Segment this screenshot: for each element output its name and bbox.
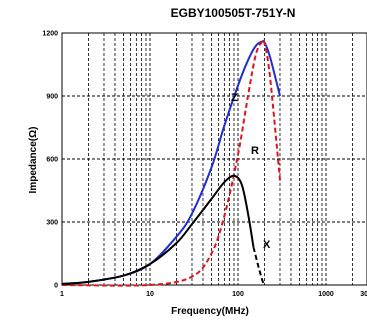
x-tick-label: 3000: [360, 291, 367, 298]
x-tick-label: 1: [60, 291, 64, 298]
plot-frame: [61, 32, 367, 286]
curve-label-z: Z: [231, 92, 238, 104]
y-tick-label: 900: [46, 94, 58, 101]
chart-title: EGBY100505T-751Y-N: [171, 6, 296, 20]
y-tick-label: 600: [46, 157, 58, 164]
series-x-dashed-line: [252, 246, 266, 286]
series-x-solid-line: [61, 174, 255, 285]
x-tick-label: 100: [232, 291, 244, 298]
y-axis-label: Impedance(Ω): [28, 127, 39, 194]
curve-label-x: X: [263, 239, 271, 251]
curves: [61, 38, 281, 287]
tick-labels: 0 300 600 900 1200 1 10 100 1000 3000: [42, 31, 367, 299]
x-axis-label: Frequency(MHz): [171, 306, 249, 317]
curve-label-r: R: [251, 145, 259, 157]
y-tick-label: 300: [46, 220, 58, 227]
x-tick-label: 1000: [318, 291, 334, 298]
grid-lines: [62, 33, 367, 285]
x-tick-label: 10: [146, 291, 154, 298]
y-tick-label: 1200: [42, 31, 58, 38]
y-tick-label: 0: [54, 283, 58, 290]
series-r-dashed-line: [61, 38, 281, 287]
